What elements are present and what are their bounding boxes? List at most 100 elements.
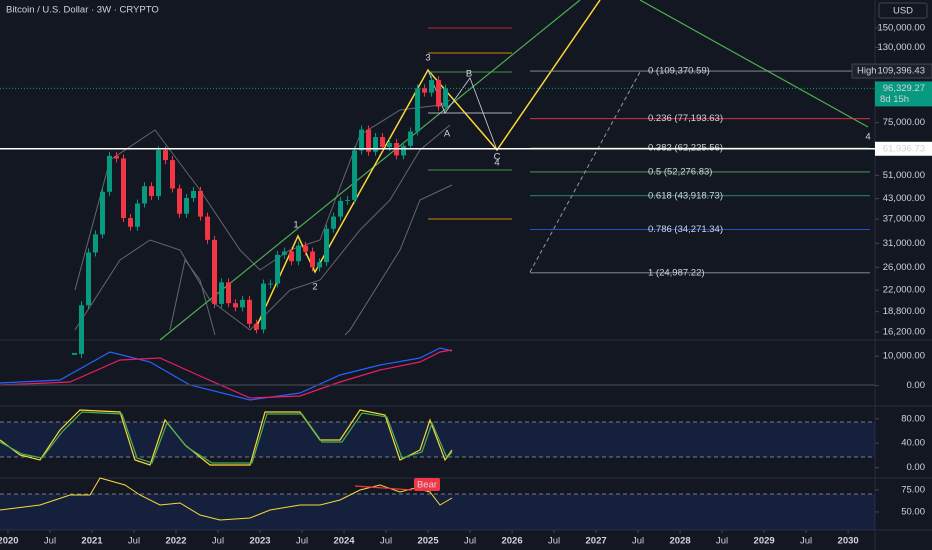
stoch xyxy=(0,409,453,466)
x-tick-label: 2021 xyxy=(81,536,103,547)
wave-label: 4 xyxy=(865,132,870,143)
divergence-line xyxy=(354,485,413,491)
high-value: 109,396.43 xyxy=(877,66,925,77)
candle xyxy=(254,323,260,330)
candle xyxy=(275,254,281,284)
y-tick-label: 43,000.00 xyxy=(883,193,925,204)
y-tick-label: 80.00 xyxy=(901,413,925,424)
candle xyxy=(289,251,295,262)
divergence-label: Bear xyxy=(417,480,437,491)
y-tick-label: 18,800.00 xyxy=(883,306,925,317)
candle xyxy=(128,218,134,227)
candle xyxy=(184,197,190,214)
candle xyxy=(303,245,309,252)
candle xyxy=(226,282,232,304)
y-tick-label: 0.00 xyxy=(907,462,926,473)
x-tick-label: 2023 xyxy=(249,536,270,547)
candle xyxy=(191,190,197,198)
wave-label: C xyxy=(494,152,501,163)
x-tick-label: Jul xyxy=(464,536,476,547)
wave-label: B xyxy=(466,69,472,80)
wave-label: A xyxy=(444,129,451,140)
level-tag-label: 61,936.73 xyxy=(883,143,925,154)
candle xyxy=(331,216,337,229)
last-tag xyxy=(875,81,932,107)
x-tick-label: Jul xyxy=(128,536,140,547)
candle xyxy=(345,199,351,201)
candle xyxy=(422,88,428,93)
y-tick-label: 75.00 xyxy=(901,484,925,495)
candle xyxy=(163,150,169,161)
candle xyxy=(352,150,358,200)
candle xyxy=(142,186,148,204)
x-tick-label: 2024 xyxy=(333,536,355,547)
candle xyxy=(324,228,330,263)
y-tick-label: 130,000.00 xyxy=(877,42,925,53)
candle xyxy=(135,203,141,227)
wave-label: 4 xyxy=(494,158,499,169)
candle xyxy=(170,160,176,189)
last-value: 96,329.27 xyxy=(883,83,925,94)
x-tick-label: Jul xyxy=(716,536,728,547)
x-tick-label: Jul xyxy=(800,536,812,547)
chart-title: Bitcoin / U.S. Dollar · 3W · CRYPTO xyxy=(6,5,159,16)
y-tick-label: 0.00 xyxy=(907,380,926,391)
candle xyxy=(219,282,225,304)
candle xyxy=(408,131,414,146)
candle xyxy=(177,188,183,214)
candle xyxy=(106,155,112,192)
y-tick-label: 75,000.00 xyxy=(883,117,925,128)
candle xyxy=(338,200,344,217)
y-tick-label: 40.00 xyxy=(901,438,925,449)
x-tick-label: Jul xyxy=(296,536,308,547)
candle xyxy=(296,245,302,262)
fib-label: 0 (109,370.59) xyxy=(648,66,710,77)
x-tick-label: 2028 xyxy=(670,536,691,547)
candle xyxy=(387,143,393,148)
wave-label: 1 xyxy=(293,220,298,231)
x-tick-label: 2022 xyxy=(165,536,186,547)
high-tag xyxy=(851,63,932,79)
currency: USD xyxy=(893,6,913,17)
fib-label: 0.236 (77,193.63) xyxy=(648,113,723,124)
candle xyxy=(205,216,211,240)
level-tag xyxy=(875,141,932,156)
candle xyxy=(436,80,442,107)
x-tick-label: 2029 xyxy=(754,536,775,547)
rsi-band xyxy=(0,494,875,530)
candle xyxy=(366,129,372,152)
high-label: High xyxy=(857,66,877,77)
y-tick-label: 51,000.00 xyxy=(883,170,925,181)
candle xyxy=(240,299,246,308)
candle xyxy=(99,191,105,235)
y-tick-label: 50.00 xyxy=(901,506,925,517)
candle xyxy=(310,251,316,268)
divergence-box xyxy=(414,478,440,491)
candle xyxy=(443,88,449,107)
y-tick-label: 26,000.00 xyxy=(883,262,925,273)
candle xyxy=(156,150,162,197)
candle xyxy=(149,186,155,197)
x-tick-label: 2025 xyxy=(417,536,439,547)
fib-label: 0.618 (43,918.73) xyxy=(648,190,723,201)
candle xyxy=(212,239,218,304)
candle xyxy=(78,305,84,354)
rsi xyxy=(0,477,453,521)
candle xyxy=(373,137,379,152)
y-tick-label: 16,200.00 xyxy=(883,327,925,338)
candle xyxy=(233,303,239,308)
y-tick-label: 37,000.00 xyxy=(883,214,925,225)
y-tick-label: 150,000.00 xyxy=(877,22,925,33)
candle xyxy=(282,251,288,255)
fib-label: 0.5 (52,276.83) xyxy=(648,166,712,177)
candle xyxy=(317,262,323,268)
x-tick-label: Jul xyxy=(632,536,644,547)
candle xyxy=(85,252,91,306)
y-tick-label: 10,000.00 xyxy=(883,351,925,362)
candle xyxy=(359,129,365,151)
fib-label: 0.786 (34,271.34) xyxy=(648,224,723,235)
x-tick-label: 2030 xyxy=(838,536,859,547)
